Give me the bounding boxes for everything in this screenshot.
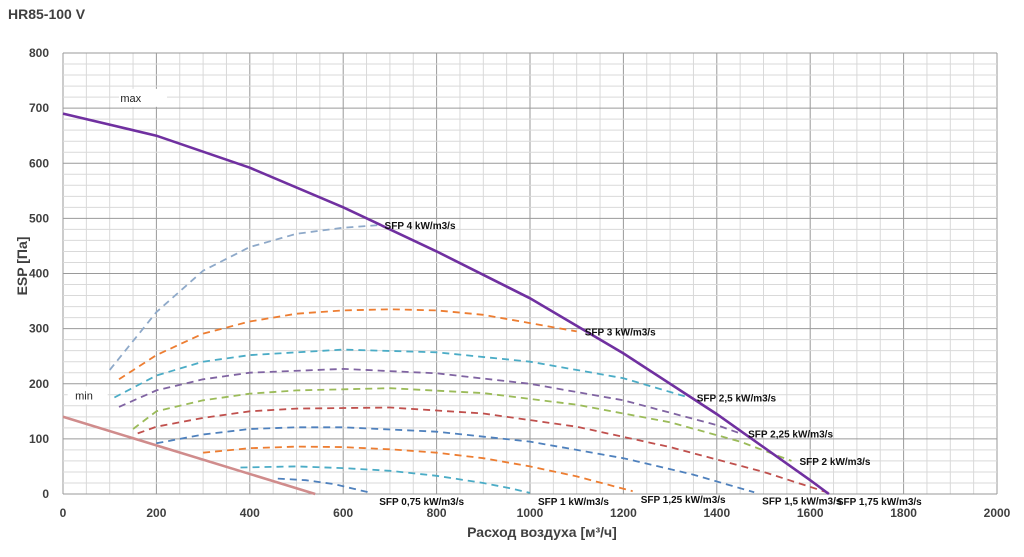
x-tick-label: 600 (333, 506, 353, 520)
min-curve (62, 415, 316, 496)
x-tick-label: 1400 (703, 506, 730, 520)
sfp-curve (203, 445, 633, 493)
y-tick-label: 100 (29, 432, 49, 446)
sfp-curve (277, 477, 372, 494)
x-tick-label: 800 (427, 506, 447, 520)
y-tick-label: 700 (29, 101, 49, 115)
y-tick-label: 0 (42, 487, 49, 501)
chart-title: HR85-100 V (8, 6, 86, 22)
x-axis-label: Расход воздуха [м³/ч] (467, 524, 617, 540)
sfp-curve (118, 367, 741, 435)
sfp-label: SFP 2,25 kW/m3/s (748, 429, 833, 440)
y-tick-label: 800 (29, 46, 49, 60)
max-label-box (119, 88, 168, 107)
y-tick-label: 600 (29, 156, 49, 170)
x-tick-label: 1200 (610, 506, 637, 520)
sfp-label: SFP 1 kW/m3/s (538, 497, 609, 508)
sfp-label: SFP 4 kW/m3/s (385, 221, 456, 232)
x-tick-label: 1800 (890, 506, 917, 520)
sfp-curve (156, 426, 755, 494)
x-tick-label: 1600 (797, 506, 824, 520)
x-tick-label: 200 (146, 506, 166, 520)
sfp-curve (118, 308, 577, 381)
sfp-curve (137, 406, 830, 494)
x-tick-label: 0 (60, 506, 67, 520)
max-curve (62, 112, 830, 496)
sfp-label: SFP 2,5 kW/m3/s (697, 394, 777, 405)
sfp-label: SFP 1,25 kW/m3/s (641, 495, 726, 506)
x-tick-label: 400 (240, 506, 260, 520)
sfp-curve (240, 465, 531, 494)
sfp-label: SFP 1,75 kW/m3/s (837, 497, 922, 508)
sfp-label: SFP 1,5 kW/m3/s (762, 496, 842, 507)
max-label: max (120, 93, 141, 105)
y-tick-label: 500 (29, 211, 49, 225)
sfp-curve (132, 387, 792, 462)
y-tick-label: 300 (29, 322, 49, 336)
y-tick-label: 400 (29, 267, 49, 281)
x-tick-label: 1000 (517, 506, 544, 520)
sfp-label: SFP 2 kW/m3/s (800, 457, 871, 468)
x-tick-label: 2000 (984, 506, 1011, 520)
y-tick-label: 200 (29, 377, 49, 391)
sfp-curve (113, 348, 690, 399)
sfp-label: SFP 3 kW/m3/s (585, 327, 656, 338)
sfp-label: SFP 0,75 kW/m3/s (379, 497, 464, 508)
min-label: min (75, 391, 93, 403)
min-label-box (67, 386, 108, 405)
sfp-curve (108, 224, 381, 371)
